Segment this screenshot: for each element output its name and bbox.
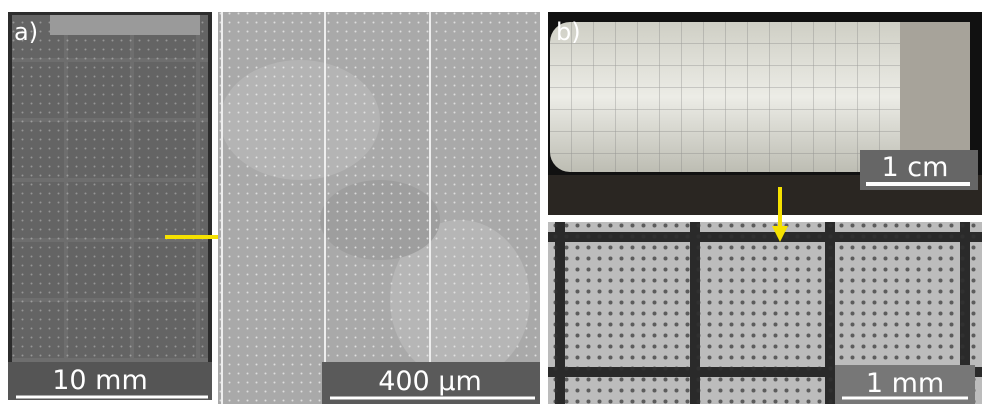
scale-bar-label: 400 µm (378, 366, 482, 397)
panel-label: a) (14, 18, 38, 46)
scale-bar-label: 10 mm (52, 365, 148, 396)
scale-bar-label: 1 cm (882, 152, 949, 183)
figure: a) 10 mm 400 µm b) 1 cm 1 mm (0, 0, 982, 404)
panel-b-sem: 1 mm (548, 222, 982, 404)
panel-a-zoom: 400 µm (218, 12, 540, 404)
panel-b-photo: b) 1 cm (548, 12, 982, 215)
scale-bar-label: 1 mm (866, 368, 944, 399)
panel-label: b) (556, 18, 581, 46)
panel-a-overview: a) 10 mm (8, 12, 212, 400)
